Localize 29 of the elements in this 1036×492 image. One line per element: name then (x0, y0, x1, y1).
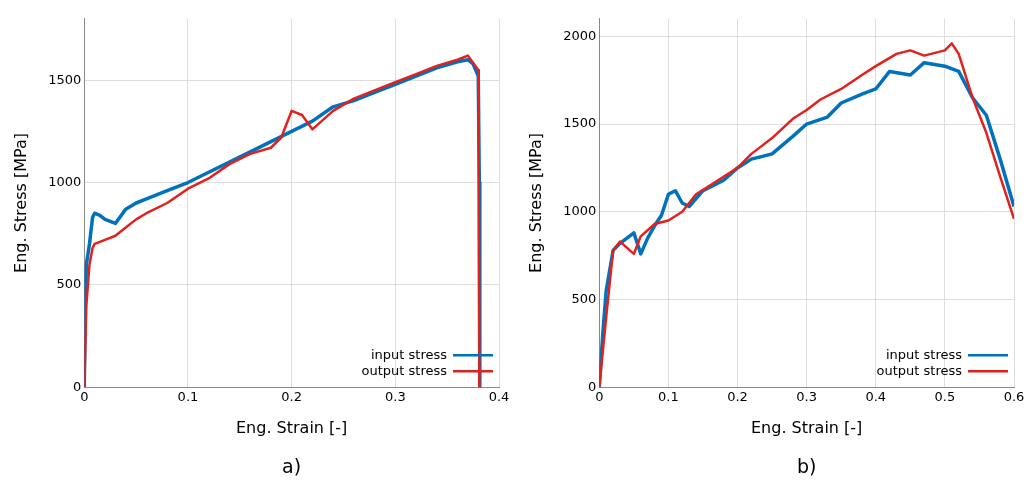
y-axis-title: Eng. Stress [MPa] (525, 133, 545, 273)
x-tick-label: 0.6 (1003, 389, 1025, 405)
x-tick-label: 0.5 (934, 389, 956, 405)
legend-label: output stress (876, 362, 963, 378)
x-tick-label: 0.2 (281, 389, 302, 405)
x-tick-label: 0.2 (727, 389, 748, 405)
x-axis-title: Eng. Strain [-] (235, 417, 348, 437)
y-tick-label: 500 (571, 290, 597, 306)
x-tick-label: 0.4 (488, 389, 510, 405)
y-tick-label: 1000 (563, 203, 597, 219)
y-tick-label: 1500 (48, 71, 82, 87)
y-axis-title: Eng. Stress [MPa] (10, 133, 30, 273)
x-axis-title: Eng. Strain [-] (750, 417, 863, 437)
x-tick-label: 0.3 (796, 389, 817, 405)
y-tick-label: 500 (56, 276, 82, 292)
y-tick-label: 0 (73, 378, 82, 394)
x-tick-label: 0.3 (384, 389, 406, 405)
y-tick-label: 2000 (563, 27, 597, 43)
legend-label: output stress (361, 362, 448, 378)
x-tick-label: 0.1 (177, 389, 199, 405)
y-tick-label: 0 (588, 378, 597, 394)
y-tick-label: 1000 (48, 173, 82, 189)
x-tick-label: 0.1 (658, 389, 679, 405)
y-tick-label: 1500 (563, 115, 597, 131)
x-tick-label: 0.4 (865, 389, 887, 405)
text: a) (282, 455, 302, 478)
text: b) (796, 455, 817, 478)
legend-label: input stress (370, 346, 448, 362)
legend-label: input stress (885, 346, 963, 362)
